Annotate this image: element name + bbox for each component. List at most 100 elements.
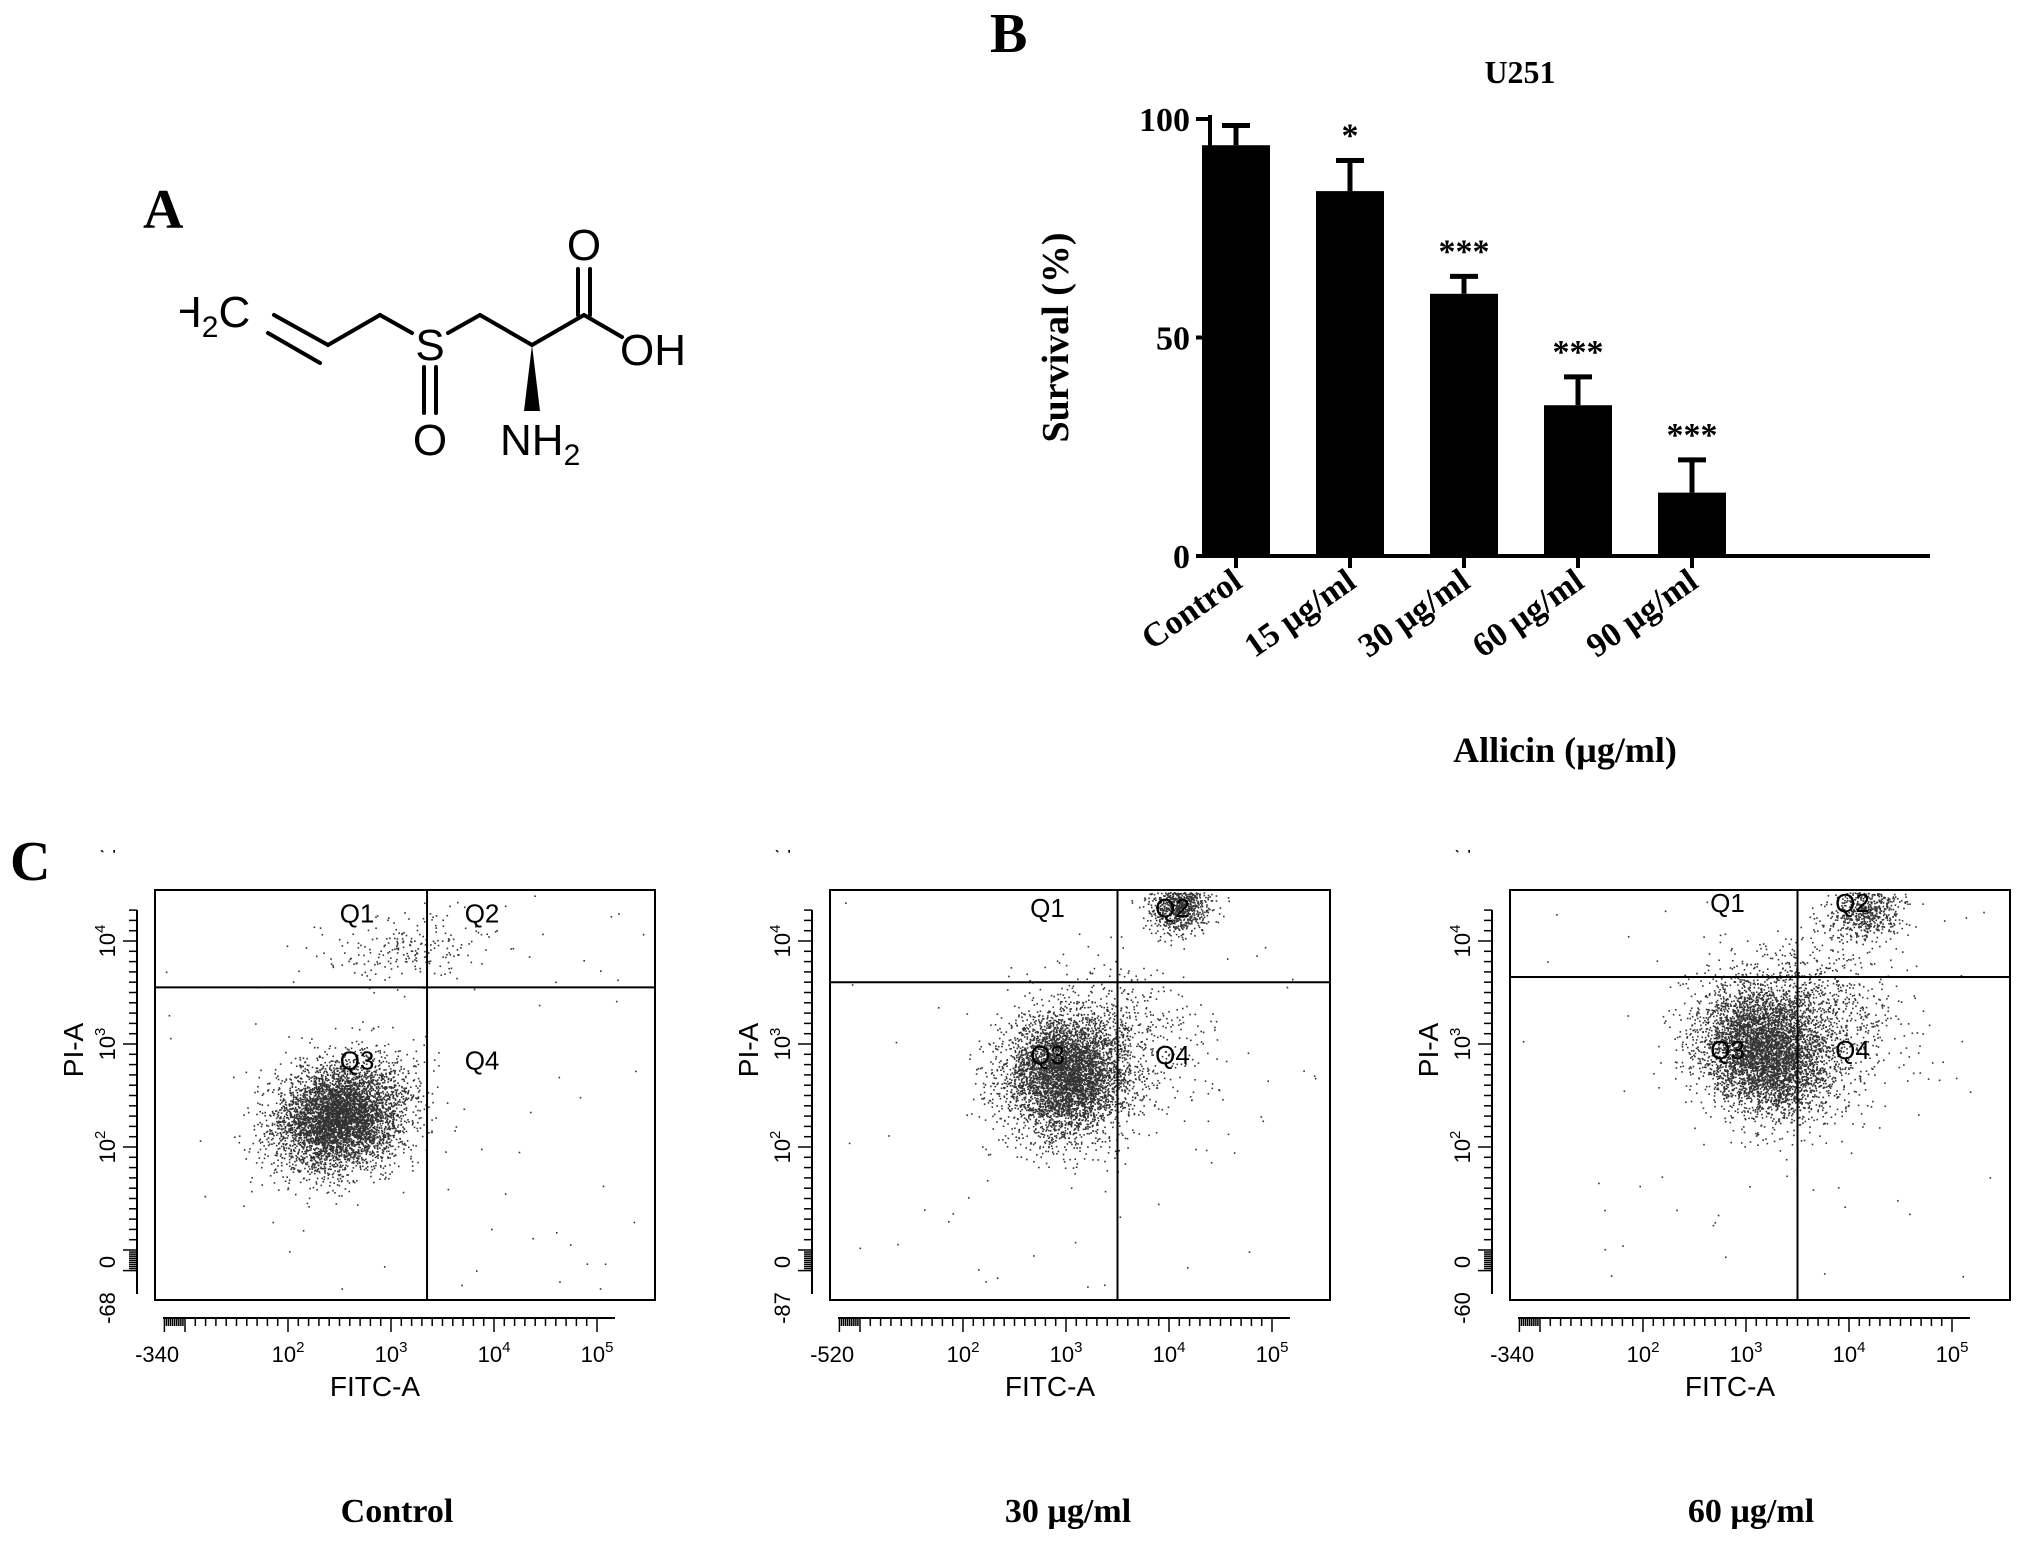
- event-dot: [338, 1161, 341, 1164]
- event-dot: [301, 1126, 303, 1129]
- event-dot: [412, 1122, 414, 1124]
- event-dot: [403, 1148, 405, 1150]
- event-dot: [339, 1122, 341, 1125]
- event-dot: [281, 1164, 283, 1167]
- event-dot: [311, 1165, 313, 1168]
- event-dot: [335, 1106, 338, 1108]
- event-dot: [382, 1152, 385, 1155]
- event-dot: [333, 1124, 335, 1127]
- event-dot: [320, 1125, 323, 1127]
- event-dot: [306, 1161, 309, 1164]
- event-dot: [346, 1159, 349, 1161]
- event-dot: [354, 1081, 357, 1084]
- event-dot: [321, 1105, 323, 1108]
- event-dot: [366, 1111, 368, 1114]
- event-dot: [297, 1106, 300, 1108]
- event-dot: [363, 1127, 366, 1130]
- event-dot: [374, 1128, 377, 1131]
- event-dot: [355, 1135, 358, 1137]
- event-dot: [309, 1124, 311, 1127]
- event-dot: [329, 1109, 332, 1111]
- event-dot: [357, 1127, 360, 1130]
- event-dot: [372, 1089, 374, 1091]
- event-dot: [364, 1129, 367, 1132]
- event-dot: [247, 1107, 249, 1109]
- event-dot: [264, 1153, 266, 1156]
- event-dot: [307, 1107, 310, 1110]
- event-dot: [300, 1118, 303, 1121]
- event-dot: [374, 1090, 377, 1092]
- event-dot: [399, 1101, 401, 1103]
- event-dot: [283, 1115, 286, 1118]
- event-dot: [370, 1109, 373, 1112]
- event-dot: [375, 1071, 377, 1074]
- event-dot: [298, 1137, 300, 1139]
- event-dot: [316, 1170, 318, 1172]
- event-dot: [329, 1163, 331, 1165]
- event-dot: [433, 1070, 435, 1072]
- event-dot: [395, 1104, 398, 1106]
- event-dot: [345, 1091, 347, 1094]
- event-dot: [310, 1101, 313, 1104]
- event-dot: [330, 1112, 333, 1114]
- event-dot: [382, 1087, 384, 1089]
- event-dot: [360, 1067, 362, 1069]
- event-dot: [336, 1126, 338, 1128]
- event-dot: [356, 1118, 358, 1120]
- event-dot: [393, 1113, 395, 1115]
- event-dot: [323, 1125, 325, 1128]
- event-dot: [320, 1137, 322, 1139]
- event-dot: [380, 1127, 383, 1129]
- event-dot: [398, 1116, 401, 1119]
- event-dot: [394, 1102, 397, 1105]
- event-dot: [331, 1088, 334, 1091]
- event-dot: [396, 1107, 398, 1110]
- event-dot: [354, 1153, 357, 1156]
- event-dot: [375, 1116, 378, 1119]
- event-dot: [372, 1088, 375, 1090]
- event-dot: [351, 1162, 353, 1164]
- event-dot: [357, 1100, 360, 1102]
- event-dot: [292, 1141, 295, 1143]
- event-dot: [329, 1045, 332, 1047]
- event-dot: [365, 1120, 368, 1123]
- event-dot: [351, 1143, 354, 1146]
- event-dot: [345, 1155, 348, 1157]
- event-dot: [323, 1082, 326, 1085]
- event-dot: [317, 1132, 319, 1134]
- event-dot: [394, 1099, 397, 1101]
- event-dot: [296, 1094, 299, 1097]
- event-dot: [315, 1093, 317, 1096]
- event-dot: [376, 1118, 379, 1121]
- event-dot: [325, 1150, 328, 1153]
- event-dot: [320, 1110, 323, 1113]
- event-dot: [336, 1144, 339, 1146]
- event-dot: [380, 1115, 382, 1117]
- event-dot: [282, 1119, 284, 1122]
- event-dot: [320, 1127, 323, 1130]
- event-dot: [364, 1115, 366, 1118]
- event-dot: [373, 1076, 375, 1078]
- event-dot: [381, 1112, 383, 1115]
- event-dot: [309, 1099, 311, 1101]
- event-dot: [290, 1168, 293, 1171]
- event-dot: [313, 1106, 315, 1109]
- event-dot: [398, 1084, 401, 1087]
- event-dot: [360, 1102, 362, 1105]
- event-dot: [323, 1147, 325, 1150]
- event-dot: [369, 1141, 372, 1144]
- event-dot: [380, 1072, 383, 1075]
- event-dot: [384, 1127, 386, 1130]
- event-dot: [331, 1141, 333, 1143]
- event-dot: [301, 1112, 304, 1114]
- event-dot: [261, 1104, 264, 1106]
- event-dot: [361, 1092, 364, 1095]
- event-dot: [376, 1126, 379, 1129]
- event-dot: [307, 1116, 309, 1118]
- event-dot: [379, 1111, 382, 1114]
- event-dot: [388, 1126, 390, 1129]
- event-dot: [418, 1089, 421, 1092]
- event-dot: [280, 1121, 282, 1123]
- event-dot: [277, 1165, 279, 1167]
- event-dot: [367, 1090, 370, 1092]
